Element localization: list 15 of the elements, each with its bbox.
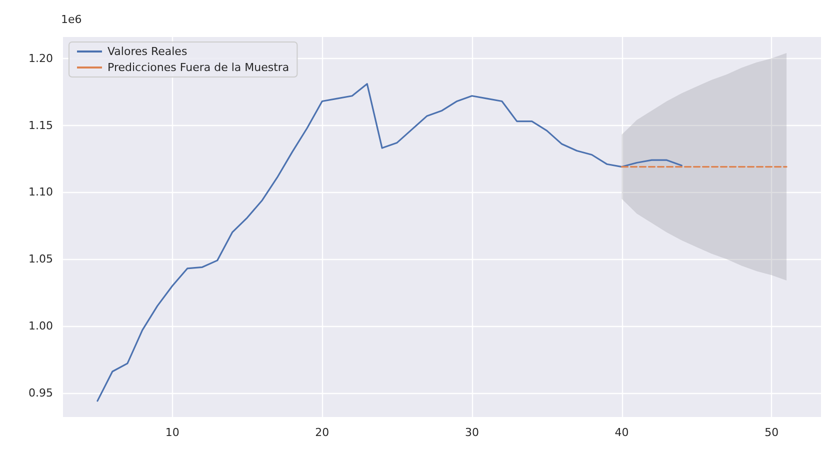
x-tick-label: 40 — [614, 426, 629, 439]
x-tick-label: 20 — [315, 426, 330, 439]
y-tick-label: 1.05 — [28, 252, 53, 266]
x-tick-label: 10 — [165, 426, 180, 439]
y-tick-label: 1.15 — [28, 118, 53, 132]
x-tick-label: 50 — [764, 426, 779, 439]
text: 1e6 — [61, 13, 82, 26]
legend-label: Valores Reales — [108, 45, 188, 58]
x-tick-label: 30 — [464, 426, 479, 439]
legend-label: Predicciones Fuera de la Muestra — [108, 61, 290, 74]
line-series — [96, 83, 682, 402]
y-tick-label: 1.20 — [28, 52, 53, 65]
y-tick-label: 1.00 — [28, 320, 53, 333]
y-tick-label: 0.95 — [28, 386, 53, 400]
y-tick-label: 1.10 — [28, 186, 53, 199]
